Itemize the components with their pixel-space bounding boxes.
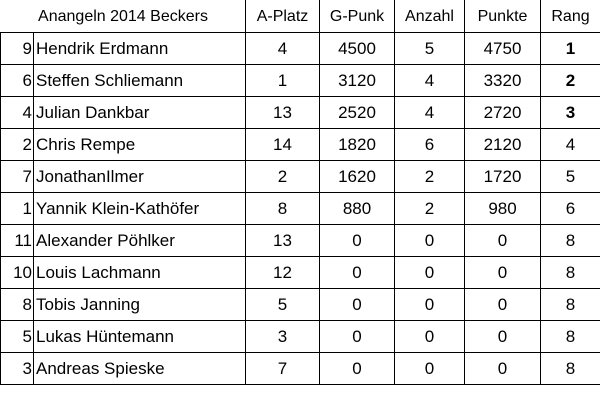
rang-cell: 8 xyxy=(540,320,600,353)
participant-name-cell: Louis Lachmann xyxy=(33,256,246,289)
rang-cell: 8 xyxy=(540,256,600,289)
punkte-cell: 0 xyxy=(464,256,541,289)
header-row: Anangeln 2014 Beckers A-Platz G-Punk Anz… xyxy=(0,0,600,33)
g-punk-cell: 880 xyxy=(319,192,395,225)
table-row: 1 Yannik Klein-Kathöfer 8 880 2 980 6 xyxy=(0,192,600,225)
table-row: 8 Tobis Janning 5 0 0 0 8 xyxy=(0,288,600,321)
a-platz-cell: 14 xyxy=(245,128,320,161)
punkte-cell: 3320 xyxy=(464,64,541,97)
punkte-cell: 0 xyxy=(464,224,541,257)
punkte-cell: 2120 xyxy=(464,128,541,161)
rang-cell: 1 xyxy=(540,32,600,65)
table-row: 4 Julian Dankbar 13 2520 4 2720 3 xyxy=(0,96,600,129)
a-platz-cell: 13 xyxy=(245,224,320,257)
participant-name-cell: JonathanIlmer xyxy=(33,160,246,193)
punkte-cell: 2720 xyxy=(464,96,541,129)
punkte-cell: 0 xyxy=(464,352,541,385)
table-row: 2 Chris Rempe 14 1820 6 2120 4 xyxy=(0,128,600,161)
anzahl-cell: 6 xyxy=(394,128,465,161)
row-index-cell: 8 xyxy=(0,288,34,321)
table-row: 10 Louis Lachmann 12 0 0 0 8 xyxy=(0,256,600,289)
row-index-cell: 9 xyxy=(0,32,34,65)
table-row: 3 Andreas Spieske 7 0 0 0 8 xyxy=(0,352,600,385)
rang-cell: 2 xyxy=(540,64,600,97)
column-header-g-punk: G-Punk xyxy=(319,0,395,33)
g-punk-cell: 4500 xyxy=(319,32,395,65)
participant-name-cell: Julian Dankbar xyxy=(33,96,246,129)
anzahl-cell: 5 xyxy=(394,32,465,65)
rang-cell: 3 xyxy=(540,96,600,129)
participant-name-cell: Hendrik Erdmann xyxy=(33,32,246,65)
participant-name-cell: Andreas Spieske xyxy=(33,352,246,385)
row-index-cell: 7 xyxy=(0,160,34,193)
table-row: 6 Steffen Schliemann 1 3120 4 3320 2 xyxy=(0,64,600,97)
rang-cell: 4 xyxy=(540,128,600,161)
a-platz-cell: 4 xyxy=(245,32,320,65)
anzahl-cell: 0 xyxy=(394,320,465,353)
participant-name-cell: Chris Rempe xyxy=(33,128,246,161)
participant-name-cell: Yannik Klein-Kathöfer xyxy=(33,192,246,225)
participant-name-cell: Steffen Schliemann xyxy=(33,64,246,97)
anzahl-cell: 0 xyxy=(394,224,465,257)
row-index-cell: 3 xyxy=(0,352,34,385)
punkte-cell: 4750 xyxy=(464,32,541,65)
rang-cell: 5 xyxy=(540,160,600,193)
a-platz-cell: 8 xyxy=(245,192,320,225)
participant-name-cell: Tobis Janning xyxy=(33,288,246,321)
a-platz-cell: 7 xyxy=(245,352,320,385)
row-index-cell: 4 xyxy=(0,96,34,129)
row-index-cell: 5 xyxy=(0,320,34,353)
participant-name-cell: Lukas Hüntemann xyxy=(33,320,246,353)
rang-cell: 8 xyxy=(540,288,600,321)
a-platz-cell: 5 xyxy=(245,288,320,321)
rang-cell: 8 xyxy=(540,352,600,385)
punkte-cell: 1720 xyxy=(464,160,541,193)
row-index-cell: 6 xyxy=(0,64,34,97)
a-platz-cell: 12 xyxy=(245,256,320,289)
g-punk-cell: 0 xyxy=(319,224,395,257)
punkte-cell: 980 xyxy=(464,192,541,225)
g-punk-cell: 2520 xyxy=(319,96,395,129)
a-platz-cell: 2 xyxy=(245,160,320,193)
participant-name-cell: Alexander Pöhlker xyxy=(33,224,246,257)
table-row: 7 JonathanIlmer 2 1620 2 1720 5 xyxy=(0,160,600,193)
rang-cell: 6 xyxy=(540,192,600,225)
row-index-cell: 2 xyxy=(0,128,34,161)
results-table: Anangeln 2014 Beckers A-Platz G-Punk Anz… xyxy=(0,0,600,385)
column-header-a-platz: A-Platz xyxy=(245,0,320,33)
table-body: 9 Hendrik Erdmann 4 4500 5 4750 1 6 Steffen Schl… xyxy=(0,32,600,385)
punkte-cell: 0 xyxy=(464,320,541,353)
table-row: 5 Lukas Hüntemann 3 0 0 0 8 xyxy=(0,320,600,353)
row-index-cell: 1 xyxy=(0,192,34,225)
anzahl-cell: 4 xyxy=(394,64,465,97)
g-punk-cell: 0 xyxy=(319,320,395,353)
column-header-rang: Rang xyxy=(540,0,600,33)
table-row: 9 Hendrik Erdmann 4 4500 5 4750 1 xyxy=(0,32,600,65)
rang-cell: 8 xyxy=(540,224,600,257)
anzahl-cell: 2 xyxy=(394,160,465,193)
row-index-cell: 10 xyxy=(0,256,34,289)
column-header-punkte: Punkte xyxy=(464,0,541,33)
table-title: Anangeln 2014 Beckers xyxy=(0,0,246,33)
a-platz-cell: 1 xyxy=(245,64,320,97)
a-platz-cell: 3 xyxy=(245,320,320,353)
g-punk-cell: 0 xyxy=(319,352,395,385)
punkte-cell: 0 xyxy=(464,288,541,321)
anzahl-cell: 0 xyxy=(394,352,465,385)
column-header-anzahl: Anzahl xyxy=(394,0,465,33)
g-punk-cell: 3120 xyxy=(319,64,395,97)
a-platz-cell: 13 xyxy=(245,96,320,129)
anzahl-cell: 4 xyxy=(394,96,465,129)
table-row: 11 Alexander Pöhlker 13 0 0 0 8 xyxy=(0,224,600,257)
anzahl-cell: 0 xyxy=(394,256,465,289)
g-punk-cell: 0 xyxy=(319,256,395,289)
g-punk-cell: 0 xyxy=(319,288,395,321)
anzahl-cell: 0 xyxy=(394,288,465,321)
g-punk-cell: 1620 xyxy=(319,160,395,193)
anzahl-cell: 2 xyxy=(394,192,465,225)
g-punk-cell: 1820 xyxy=(319,128,395,161)
row-index-cell: 11 xyxy=(0,224,34,257)
